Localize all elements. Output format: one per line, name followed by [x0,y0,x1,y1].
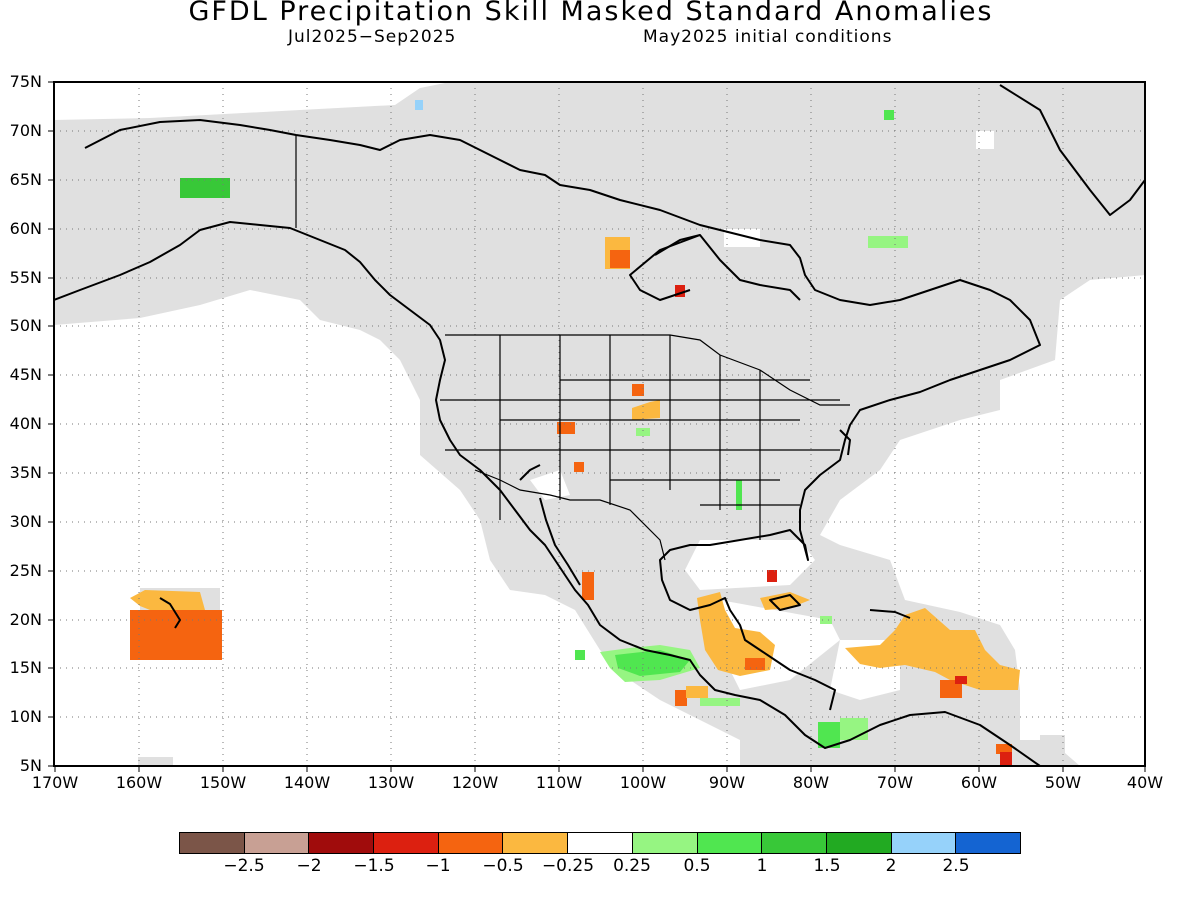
map-title: GFDL Precipitation Skill Masked Standard… [188,0,994,27]
lon-label: 50W [1044,773,1082,792]
legend-swatch [374,833,439,853]
lon-label: 130W [367,773,415,792]
legend-swatch [180,833,245,853]
legend-tick-label: −1 [425,856,451,876]
lat-label: 35N [9,463,42,482]
lon-label: 160W [115,773,163,792]
lon-label: 170W [31,773,79,792]
legend-tick-label: 1.5 [813,856,841,876]
lon-label: 70W [876,773,914,792]
lat-label: 50N [9,316,42,335]
skill-mask-region [54,82,1145,766]
legend-swatch [697,833,763,853]
lon-label: 40W [1126,773,1164,792]
coastlines [54,84,1145,766]
lat-label: 20N [9,610,42,629]
legend-tick-label: −2 [296,856,322,876]
legend-tick-label: −0.5 [482,856,524,876]
legend-swatch [244,833,310,853]
lat-label: 65N [9,170,42,189]
legend-tick-label: −1.5 [353,856,395,876]
legend-swatch [568,833,633,853]
lat-label: 55N [9,268,42,287]
lat-label: 40N [9,414,42,433]
graticule [54,82,1145,766]
legend-tick-label: 1 [756,856,768,876]
lat-label: 75N [9,72,42,91]
lon-label: 80W [792,773,830,792]
lat-label: 70N [9,121,42,140]
init-conditions-subtitle: May2025 initial conditions [643,27,893,47]
lon-label: 100W [619,773,667,792]
anomaly-patches [130,100,1020,766]
lon-label: 120W [451,773,499,792]
lat-label: 15N [9,658,42,677]
lon-label: 60W [960,773,998,792]
lat-label: 60N [9,219,42,238]
legend-swatch [956,833,1020,853]
legend-swatch [891,833,957,853]
legend-swatch [632,833,698,853]
legend-swatch [762,833,827,853]
legend-swatch [438,833,504,853]
lat-label: 30N [9,512,42,531]
color-legend-bar [179,832,1021,854]
legend-swatch [309,833,375,853]
legend-tick-label: 2 [885,856,897,876]
lon-label: 140W [283,773,331,792]
season-subtitle: Jul2025−Sep2025 [288,27,457,47]
axis-ticks [48,81,1146,772]
lat-label: 25N [9,561,42,580]
legend-swatch [826,833,892,853]
lat-label: 10N [9,707,42,726]
legend-tick-label: 0.5 [683,856,711,876]
lat-label: 45N [9,365,42,384]
legend-tick-label: 2.5 [942,856,970,876]
legend-tick-label: 0.25 [613,856,651,876]
legend-tick-label: −2.5 [223,856,265,876]
legend-swatch [503,833,569,853]
lon-label: 110W [535,773,583,792]
lat-label: 5N [19,756,42,775]
lon-label: 90W [708,773,746,792]
political-borders [295,135,850,561]
lon-label: 150W [199,773,247,792]
legend-tick-label: −0.25 [541,856,595,876]
